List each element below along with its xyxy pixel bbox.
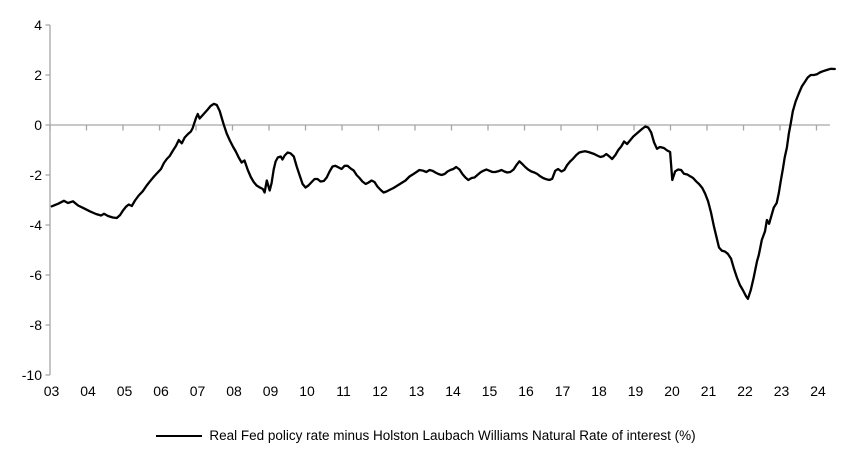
x-axis-year-label: 09 (263, 383, 279, 399)
chart-legend: Real Fed policy rate minus Holston Lauba… (0, 428, 852, 443)
x-axis-year-label: 17 (555, 383, 571, 399)
x-axis-year-label: 13 (409, 383, 425, 399)
x-axis-year-label: 06 (153, 383, 169, 399)
y-axis-tick-label: -2 (30, 167, 43, 183)
x-axis-year-label: 21 (701, 383, 717, 399)
x-axis-year-label: 05 (117, 383, 133, 399)
legend-series-label: Real Fed policy rate minus Holston Lauba… (209, 428, 696, 443)
y-axis-tick-label: 2 (34, 67, 42, 83)
x-axis-year-label: 16 (518, 383, 534, 399)
x-axis-year-label: 03 (44, 383, 60, 399)
x-axis-year-label: 07 (190, 383, 206, 399)
x-axis-year-label: 23 (774, 383, 790, 399)
y-axis-tick-label: 4 (34, 17, 42, 33)
y-axis-tick-label: -4 (30, 217, 43, 233)
y-axis-tick-label: 0 (34, 117, 42, 133)
x-axis-year-label: 19 (628, 383, 644, 399)
x-axis-year-label: 11 (336, 383, 351, 399)
y-axis-tick-label: -6 (30, 267, 43, 283)
x-axis-year-label: 18 (591, 383, 607, 399)
x-axis-year-label: 20 (664, 383, 680, 399)
y-axis-tick-label: -10 (22, 367, 42, 383)
x-axis-year-label: 22 (737, 383, 753, 399)
y-axis-tick-label: -8 (30, 317, 43, 333)
data-series-line (50, 67, 836, 300)
x-axis-year-label: 10 (299, 383, 315, 399)
x-axis-year-label: 12 (372, 383, 388, 399)
x-axis-year-label: 15 (482, 383, 498, 399)
x-axis-year-label: 24 (810, 383, 826, 399)
legend-line-swatch (156, 434, 203, 437)
x-axis-year-label: 04 (80, 383, 96, 399)
x-axis-year-label: 14 (445, 383, 461, 399)
x-axis-year-label: 08 (226, 383, 242, 399)
